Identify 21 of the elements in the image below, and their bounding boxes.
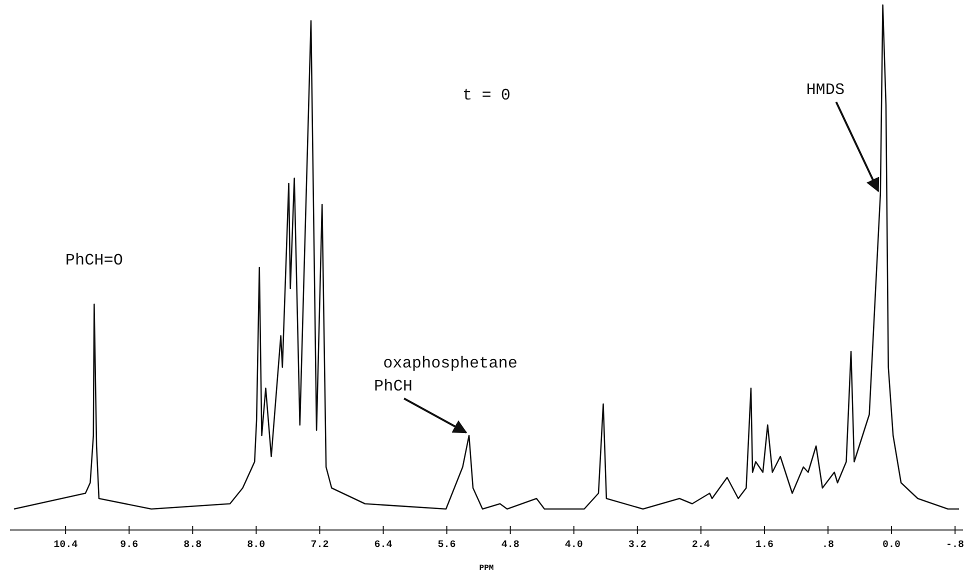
annotation: PhCH	[374, 378, 412, 396]
x-tick-label: 4.8	[501, 540, 520, 551]
x-tick-label: 4.0	[564, 540, 583, 551]
annotation: HMDS	[806, 81, 845, 99]
x-tick-label: 8.8	[184, 540, 202, 551]
x-tick-label: 5.6	[438, 540, 456, 551]
x-tick-label: 3.2	[628, 540, 646, 551]
annotation: PhCH=O	[65, 251, 123, 270]
x-tick-label: 9.6	[120, 540, 138, 551]
x-tick-label: 7.2	[310, 540, 329, 551]
x-tick-label: 6.4	[374, 540, 392, 551]
x-tick-label: 1.6	[755, 540, 774, 551]
x-tick-label: 2.4	[692, 540, 710, 551]
annotation: t = 0	[462, 86, 511, 104]
x-tick-label: .8	[822, 540, 834, 551]
x-tick-label: 8.0	[247, 540, 266, 551]
x-tick-label: -.8	[946, 540, 964, 551]
x-tick-label: 10.4	[54, 540, 78, 551]
annotation: oxaphosphetane	[383, 354, 518, 372]
x-tick-label: 0.0	[882, 540, 901, 551]
x-axis-title: PPM	[479, 564, 494, 573]
